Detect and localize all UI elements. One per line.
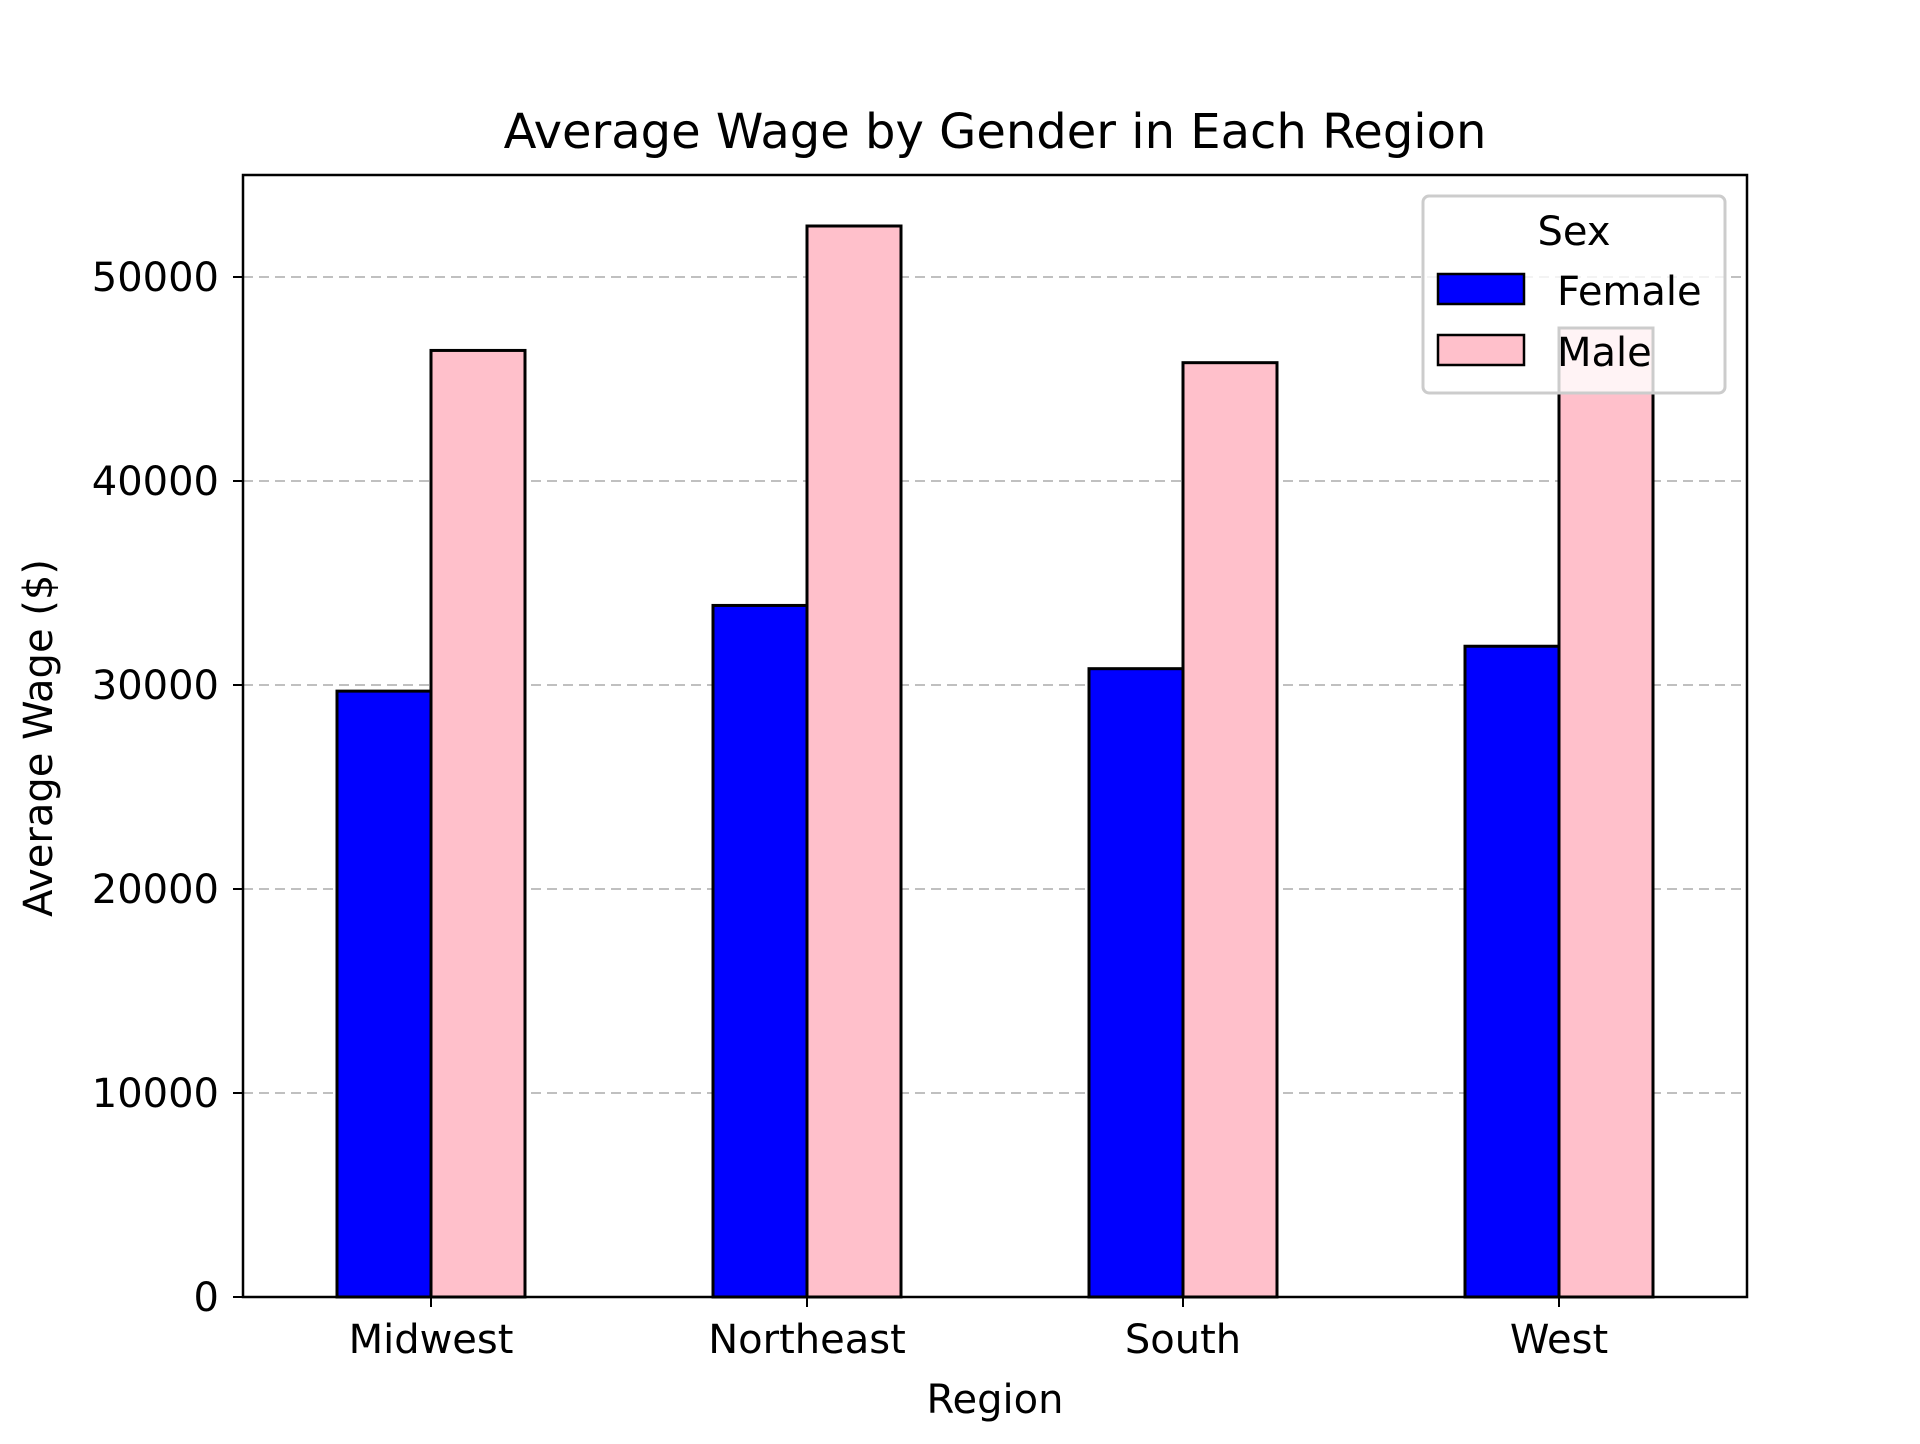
- y-tick-label: 50000: [92, 255, 219, 301]
- y-axis-title: Average Wage ($): [16, 559, 62, 917]
- plot-frame: [241, 173, 1749, 1299]
- legend-title: Sex: [1538, 209, 1611, 255]
- legend-swatch-male: [1436, 333, 1526, 367]
- bars: [335, 224, 1655, 1299]
- y-tick-label: 20000: [92, 867, 219, 913]
- bar-female-midwest: [335, 689, 433, 1299]
- bar-male-midwest: [429, 348, 527, 1299]
- bar-female-west: [1463, 644, 1561, 1299]
- y-tick-label: 30000: [92, 663, 219, 709]
- x-tick-label: South: [1125, 1317, 1241, 1363]
- bar-male-northeast: [805, 224, 903, 1299]
- y-axis-ticks: 0 10000 20000 30000 40000 50000: [92, 255, 243, 1321]
- legend-label-female: Female: [1557, 269, 1702, 315]
- legend: Sex Female Male: [1421, 194, 1727, 395]
- legend-label-male: Male: [1557, 330, 1652, 376]
- y-tick-label: 0: [194, 1275, 219, 1321]
- y-tick-label: 10000: [92, 1071, 219, 1117]
- chart-title: Average Wage by Gender in Each Region: [504, 104, 1487, 160]
- x-axis-ticks: Midwest Northeast South West: [349, 1297, 1608, 1363]
- bar-male-south: [1181, 361, 1279, 1299]
- x-axis-title: Region: [927, 1377, 1064, 1423]
- bar-female-northeast: [711, 603, 809, 1299]
- bar-male-west: [1557, 326, 1655, 1299]
- y-tick-label: 40000: [92, 459, 219, 505]
- x-tick-label: West: [1510, 1317, 1608, 1363]
- x-tick-label: Midwest: [349, 1317, 514, 1363]
- x-tick-label: Northeast: [708, 1317, 906, 1363]
- legend-swatch-female: [1436, 272, 1526, 306]
- bar-female-south: [1087, 667, 1185, 1299]
